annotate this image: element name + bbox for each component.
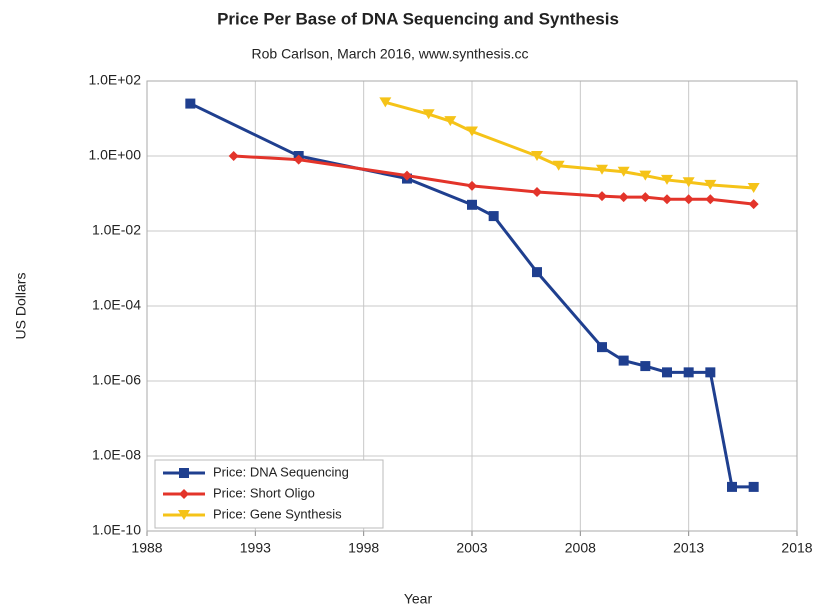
- marker: [704, 179, 717, 190]
- series-line: [384, 100, 754, 190]
- marker: [747, 183, 760, 194]
- marker: [727, 481, 737, 492]
- marker: [662, 194, 672, 205]
- marker: [617, 166, 630, 177]
- y-axis-label: US Dollars: [13, 273, 29, 340]
- marker: [683, 194, 694, 205]
- chart-title: Price Per Base of DNA Sequencing and Syn…: [217, 9, 619, 28]
- marker: [748, 481, 759, 492]
- marker: [682, 177, 695, 188]
- marker: [422, 109, 435, 120]
- marker: [552, 160, 565, 171]
- marker: [748, 199, 759, 210]
- marker: [466, 126, 478, 137]
- marker: [402, 170, 412, 181]
- marker: [618, 355, 629, 366]
- marker: [467, 199, 477, 210]
- chart-subtitle: Rob Carlson, March 2016, www.synthesis.c…: [252, 46, 529, 62]
- y-tick-label: 1.0E-04: [92, 297, 141, 313]
- marker: [467, 180, 477, 191]
- x-tick-label: 2018: [781, 540, 812, 556]
- x-tick-label: 1998: [348, 540, 379, 556]
- y-tick-label: 1.0E+02: [88, 72, 141, 88]
- marker: [662, 367, 672, 378]
- marker: [488, 211, 499, 222]
- marker: [597, 191, 607, 202]
- marker: [532, 267, 542, 278]
- x-tick-label: 2008: [565, 540, 596, 556]
- y-tick-label: 1.0E-06: [92, 372, 141, 388]
- y-tick-label: 1.0E-02: [92, 222, 141, 238]
- marker: [640, 361, 651, 372]
- y-tick-label: 1.0E+00: [88, 147, 141, 163]
- marker: [705, 194, 716, 205]
- marker: [178, 510, 190, 520]
- marker: [293, 154, 304, 165]
- marker: [228, 151, 239, 161]
- marker: [705, 367, 716, 378]
- y-tick-label: 1.0E-10: [92, 522, 141, 538]
- marker: [597, 342, 607, 353]
- marker: [531, 151, 543, 161]
- marker: [179, 468, 189, 478]
- marker: [179, 489, 189, 499]
- marker: [639, 170, 652, 181]
- marker: [379, 97, 392, 108]
- marker: [618, 192, 629, 203]
- legend-label: Price: DNA Sequencing: [213, 464, 349, 479]
- marker: [640, 192, 651, 203]
- marker: [444, 116, 457, 127]
- x-axis-label: Year: [404, 591, 433, 607]
- marker: [661, 174, 673, 185]
- marker: [596, 164, 608, 175]
- marker: [683, 367, 694, 378]
- legend-label: Price: Gene Synthesis: [213, 506, 342, 521]
- y-tick-label: 1.0E-08: [92, 447, 141, 463]
- x-tick-label: 2013: [673, 540, 704, 556]
- legend-label: Price: Short Oligo: [213, 485, 315, 500]
- marker: [532, 186, 542, 197]
- x-tick-label: 2003: [456, 540, 487, 556]
- plot-frame: [146, 80, 798, 532]
- x-tick-label: 1993: [240, 540, 271, 556]
- marker: [185, 98, 196, 109]
- x-tick-label: 1988: [131, 540, 162, 556]
